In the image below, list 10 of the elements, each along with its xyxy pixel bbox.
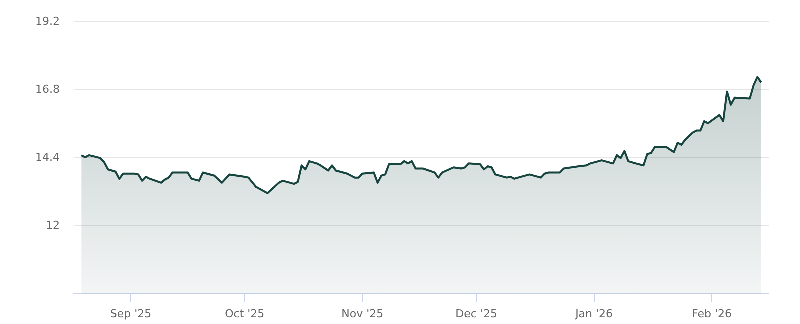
x-tick-label: Dec '25 xyxy=(456,307,498,320)
y-tick-label: 19.2 xyxy=(36,14,60,28)
x-tick-label: Oct '25 xyxy=(225,307,265,320)
x-tick-label: Nov '25 xyxy=(342,307,384,320)
x-tick-label: Sep '25 xyxy=(110,307,152,320)
x-tick-label: Feb '26 xyxy=(692,307,732,320)
y-tick-label: 14.4 xyxy=(36,150,60,164)
y-tick-label: 12 xyxy=(46,218,60,232)
y-tick-label: 16.8 xyxy=(36,82,60,96)
x-tick-label: Jan '26 xyxy=(574,307,614,320)
